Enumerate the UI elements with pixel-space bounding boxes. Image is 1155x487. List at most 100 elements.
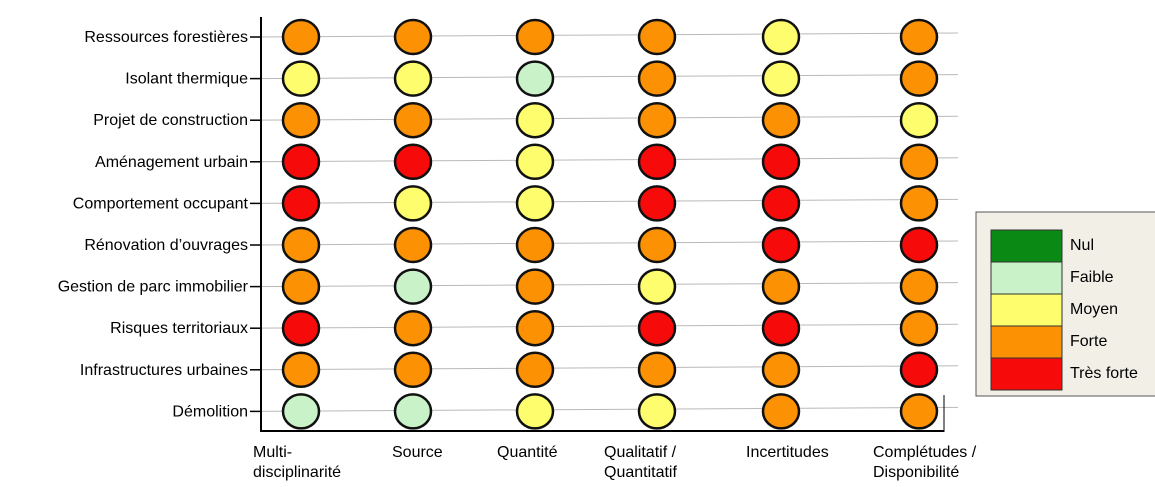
cell-isolant-thermique-source-moyen	[393, 60, 433, 97]
grid-line	[249, 365, 959, 371]
cell-demolition-multi-disciplinarite-faible	[281, 393, 321, 430]
row-label-ressources-forestieres: Ressources forestières	[84, 29, 248, 46]
cell-comportement-occupant-source-moyen	[393, 185, 433, 222]
cell-risques-territoriaux-quantite-forte	[515, 309, 555, 347]
cell-ressources-forestieres-source-forte	[393, 18, 433, 56]
row-label-comportement-occupant: Comportement occupant	[73, 195, 249, 212]
cell-amenagement-urbain-multi-disciplinarite-tres-forte	[281, 143, 321, 181]
cell-ressources-forestieres-quantite-forte	[515, 18, 555, 56]
cell-risques-territoriaux-incertitudes-tres-forte	[761, 309, 801, 347]
cell-ressources-forestieres-multi-disciplinarite-forte	[281, 18, 321, 56]
cell-comportement-occupant-quantite-moyen	[515, 185, 555, 222]
cell-renovation-d-ouvrages-source-forte	[393, 226, 433, 264]
cell-demolition-qualitatif-quantitatif-moyen	[637, 393, 677, 430]
cell-infrastructures-urbaines-multi-disciplinarite-forte	[281, 351, 321, 389]
cell-renovation-d-ouvrages-quantite-forte	[515, 226, 555, 264]
cell-demolition-incertitudes-forte	[761, 393, 801, 430]
cell-renovation-d-ouvrages-qualitatif-quantitatif-forte	[637, 226, 677, 264]
cell-risques-territoriaux-source-forte	[393, 309, 433, 347]
cell-risques-territoriaux-completudes-disponibilite-forte	[899, 309, 939, 347]
column-label-qualitatif-quantitatif: Qualitatif /	[604, 444, 677, 461]
cell-amenagement-urbain-completudes-disponibilite-forte	[899, 143, 939, 181]
row-label-isolant-thermique: Isolant thermique	[125, 71, 248, 88]
legend-swatch-tres-forte	[990, 357, 1063, 391]
cell-gestion-de-parc-immobilier-qualitatif-quantitatif-moyen	[637, 268, 677, 305]
grid-line	[249, 323, 959, 329]
cell-amenagement-urbain-incertitudes-tres-forte	[761, 143, 801, 181]
cells	[281, 18, 939, 430]
column-label-quantite: Quantité	[497, 444, 558, 461]
row-label-projet-de-construction: Projet de construction	[93, 112, 248, 129]
legend-label-tres-forte: Très forte	[1070, 365, 1138, 382]
grid-line	[249, 32, 959, 38]
grid-line	[249, 115, 959, 121]
cell-amenagement-urbain-source-tres-forte	[393, 143, 433, 181]
cell-isolant-thermique-qualitatif-quantitatif-forte	[637, 60, 677, 97]
row-labels: Ressources forestières Isolant thermique P…	[58, 29, 249, 420]
column-label-completudes-disponibilite: Complétudes /	[873, 444, 977, 461]
legend-swatch-nul	[990, 229, 1063, 263]
grid-line	[249, 74, 959, 80]
legend-swatch-moyen	[990, 293, 1063, 327]
column-label-source: Source	[392, 444, 443, 461]
column-label-qualitatif-quantitatif: Quantitatif	[604, 464, 677, 481]
cell-infrastructures-urbaines-incertitudes-forte	[761, 351, 801, 389]
cell-gestion-de-parc-immobilier-source-faible	[393, 268, 433, 305]
row-label-amenagement-urbain: Aménagement urbain	[95, 154, 248, 171]
cell-renovation-d-ouvrages-completudes-disponibilite-tres-forte	[899, 226, 939, 264]
cell-comportement-occupant-completudes-disponibilite-forte	[899, 185, 939, 222]
cell-projet-de-construction-incertitudes-forte	[761, 101, 801, 139]
cell-amenagement-urbain-quantite-moyen	[515, 143, 555, 181]
cell-isolant-thermique-multi-disciplinarite-moyen	[281, 60, 321, 97]
grid-line	[249, 198, 959, 204]
cell-comportement-occupant-qualitatif-quantitatif-tres-forte	[637, 185, 677, 222]
cell-gestion-de-parc-immobilier-incertitudes-forte	[761, 268, 801, 305]
legend-label-faible: Faible	[1070, 269, 1114, 286]
cell-risques-territoriaux-multi-disciplinarite-tres-forte	[281, 309, 321, 347]
column-label-multi-disciplinarite: disciplinarité	[253, 464, 341, 481]
cell-comportement-occupant-incertitudes-tres-forte	[761, 185, 801, 222]
cell-projet-de-construction-quantite-moyen	[515, 101, 555, 139]
cell-renovation-d-ouvrages-multi-disciplinarite-forte	[281, 226, 321, 264]
cell-risques-territoriaux-qualitatif-quantitatif-tres-forte	[637, 309, 677, 347]
legend-swatch-forte	[990, 325, 1063, 359]
cell-amenagement-urbain-qualitatif-quantitatif-tres-forte	[637, 143, 677, 181]
cell-infrastructures-urbaines-quantite-forte	[515, 351, 555, 389]
cell-demolition-quantite-moyen	[515, 393, 555, 430]
column-labels: Multi-disciplinarité Source Quantité Qualit…	[253, 444, 977, 481]
column-label-completudes-disponibilite: Disponibilité	[873, 464, 959, 481]
cell-demolition-completudes-disponibilite-forte	[899, 393, 939, 430]
row-label-risques-territoriaux: Risques territoriaux	[110, 320, 248, 337]
legend-label-forte: Forte	[1070, 333, 1107, 350]
legend-swatch-faible	[990, 261, 1063, 295]
cell-isolant-thermique-completudes-disponibilite-forte	[899, 60, 939, 97]
axes	[260, 17, 945, 432]
cell-gestion-de-parc-immobilier-completudes-disponibilite-forte	[899, 268, 939, 305]
cell-ressources-forestieres-qualitatif-quantitatif-forte	[637, 18, 677, 56]
cell-isolant-thermique-quantite-faible	[515, 60, 555, 97]
legend-label-moyen: Moyen	[1070, 301, 1118, 318]
cell-projet-de-construction-qualitatif-quantitatif-forte	[637, 101, 677, 139]
cell-gestion-de-parc-immobilier-multi-disciplinarite-forte	[281, 268, 321, 305]
row-grid-lines	[249, 32, 959, 413]
cell-ressources-forestieres-incertitudes-moyen	[761, 18, 801, 56]
cell-ressources-forestieres-completudes-disponibilite-forte	[899, 18, 939, 56]
legend-label-nul: Nul	[1070, 237, 1094, 254]
grid-line	[249, 240, 959, 246]
row-label-gestion-de-parc-immobilier: Gestion de parc immobilier	[58, 279, 249, 296]
cell-infrastructures-urbaines-qualitatif-quantitatif-forte	[637, 351, 677, 389]
row-label-demolition: Démolition	[172, 403, 248, 420]
column-label-incertitudes: Incertitudes	[746, 444, 829, 461]
cell-isolant-thermique-incertitudes-moyen	[761, 60, 801, 97]
cell-comportement-occupant-multi-disciplinarite-tres-forte	[281, 185, 321, 222]
grid-line	[249, 282, 959, 288]
cell-projet-de-construction-source-forte	[393, 101, 433, 139]
legend: Nul Faible Moyen Forte Très forte	[975, 211, 1155, 397]
row-label-renovation-d-ouvrages: Rénovation d’ouvrages	[84, 237, 248, 254]
cell-projet-de-construction-multi-disciplinarite-forte	[281, 101, 321, 139]
grid-line	[249, 157, 959, 163]
column-label-multi-disciplinarite: Multi-	[253, 444, 292, 461]
cell-infrastructures-urbaines-source-forte	[393, 351, 433, 389]
cell-projet-de-construction-completudes-disponibilite-moyen	[899, 101, 939, 139]
